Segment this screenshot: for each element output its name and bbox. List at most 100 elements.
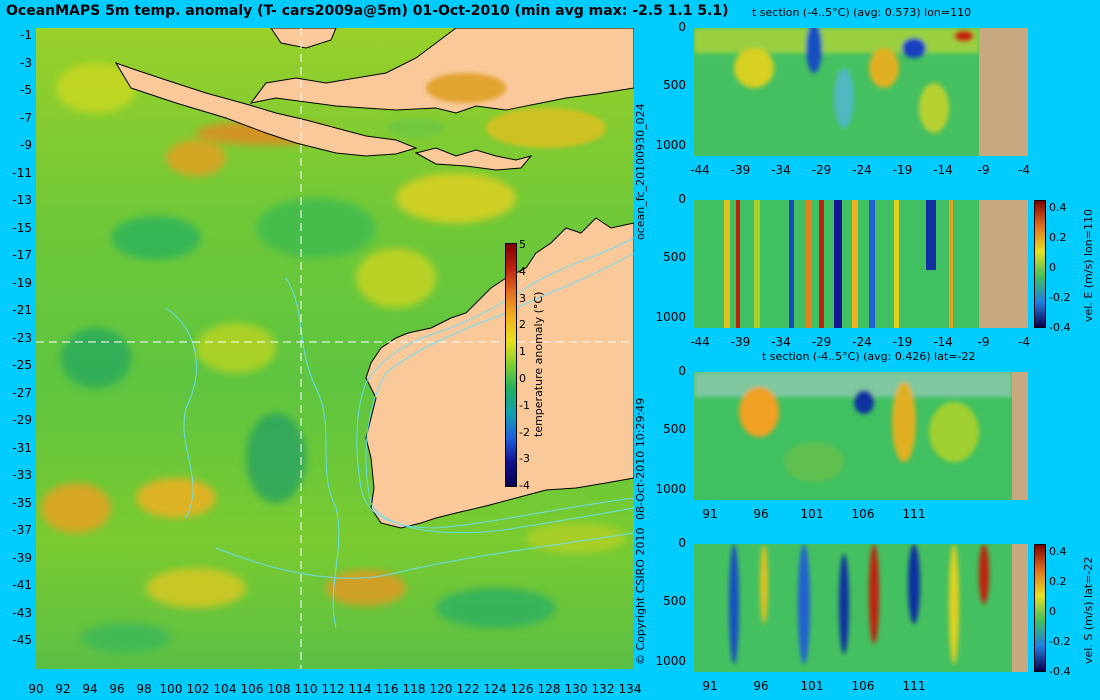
lon-tick: 106 (240, 682, 264, 696)
section-x-tick: 111 (902, 679, 926, 693)
section-x-tick: -24 (852, 335, 872, 349)
lat-tick: -15 (12, 220, 32, 235)
lat-tick: -13 (12, 193, 32, 207)
section-x-tick: -9 (977, 163, 990, 177)
lon-tick: 112 (321, 682, 345, 696)
velocity-colorbar-tick: 0 (1049, 261, 1056, 274)
colorbar-tick: 1 (519, 345, 526, 359)
lat-tick: -25 (12, 358, 32, 372)
velocity-colorbar-tick: 0.2 (1049, 575, 1067, 588)
lon-tick: 104 (213, 682, 237, 696)
copyright-label: © Copyright CSIRO 2010 (634, 527, 647, 665)
section-x-tick: -44 (690, 163, 710, 177)
velocity-colorbar-2 (1034, 544, 1046, 672)
colorbar-tick: 0 (519, 372, 526, 385)
section-depth-tick: 1000 (655, 310, 686, 324)
lon-tick: 98 (136, 682, 152, 696)
section-x-tick: 111 (902, 507, 926, 521)
lon-tick: 94 (82, 682, 98, 696)
panel3-title: t section (-4..5°C) (avg: 0.426) lat=-22 (762, 350, 976, 363)
lat-tick: -35 (12, 495, 32, 510)
section-depth-tick: 500 (663, 594, 686, 608)
lon-tick: 116 (375, 682, 399, 696)
section-x-tick: -34 (771, 335, 791, 349)
velocity-colorbar-tick: 0.4 (1049, 545, 1067, 558)
velocity-colorbar-1 (1034, 200, 1046, 328)
lon-tick: 100 (159, 682, 183, 696)
colorbar-tick: -4 (519, 479, 530, 493)
lon-tick: 120 (429, 682, 453, 696)
temperature-colorbar (505, 243, 517, 487)
panel1-title: t section (-4..5°C) (avg: 0.573) lon=110 (752, 6, 972, 19)
lat-tick: -27 (12, 385, 32, 400)
section-x-tick: 101 (800, 507, 824, 521)
lat-tick: -1 (20, 28, 32, 42)
velocity-colorbar-tick: -0.4 (1049, 321, 1071, 334)
section-x-tick: 91 (702, 679, 718, 693)
section-x-tick: -19 (892, 335, 913, 349)
lat-tick: -9 (20, 138, 32, 152)
anomaly-map (36, 28, 634, 669)
colorbar-tick: 4 (519, 264, 526, 278)
lon-tick: 124 (483, 682, 507, 696)
section-x-tick: -14 (933, 163, 953, 177)
section-x-tick: -34 (771, 163, 791, 177)
lat-tick: -31 (12, 440, 32, 455)
lat-tick: -11 (12, 165, 32, 180)
section-x-tick: 106 (851, 679, 875, 693)
lon-tick: 92 (55, 682, 71, 696)
section-depth-tick: 500 (663, 78, 686, 92)
section-x-tick: 101 (800, 679, 824, 693)
lat-tick: -19 (12, 275, 32, 290)
section-depth-tick: 1000 (655, 654, 686, 668)
section-x-tick: -24 (852, 163, 872, 177)
velocity-colorbar-tick: -0.2 (1049, 635, 1071, 648)
velocity-colorbar-tick: -0.4 (1049, 665, 1071, 678)
velocity-colorbar-tick: 0.2 (1049, 231, 1067, 244)
lat-tick: -3 (20, 55, 32, 70)
section-depth-tick: 0 (678, 536, 686, 550)
panel3-section (694, 372, 1028, 500)
velocity-label-1: vel. E (m/s) lon=110 (1082, 209, 1095, 322)
section-depth-tick: 500 (663, 250, 686, 264)
lat-tick: -29 (12, 413, 32, 427)
section-x-tick: -29 (811, 335, 832, 349)
lon-tick: 134 (618, 682, 642, 696)
lat-tick: -23 (12, 330, 32, 345)
section-x-tick: -4 (1018, 163, 1030, 177)
lon-tick: 114 (348, 682, 372, 696)
section-x-tick: -9 (977, 335, 990, 349)
lon-tick: 110 (294, 682, 318, 696)
timestamp-label: 08-Oct-2010 10:29:49 (634, 397, 647, 520)
lat-tick: -39 (12, 550, 32, 565)
colorbar-tick: -3 (519, 452, 530, 466)
section-x-tick: -14 (933, 335, 953, 349)
lat-tick: -17 (12, 248, 32, 262)
section-x-tick: 96 (753, 507, 769, 521)
velocity-colorbar-tick: -0.2 (1049, 291, 1071, 304)
section-depth-tick: 0 (678, 364, 686, 378)
lon-tick: 90 (28, 682, 44, 696)
lat-tick: -41 (12, 578, 32, 592)
lon-tick: 108 (267, 682, 291, 696)
lon-tick: 126 (510, 682, 534, 696)
lat-tick: -7 (20, 110, 32, 125)
colorbar-tick: 5 (519, 238, 526, 251)
lon-tick: 118 (402, 682, 426, 696)
lon-tick: 122 (456, 682, 480, 696)
panel4-section (694, 544, 1028, 672)
colorbar-tick: 2 (519, 318, 526, 332)
section-x-tick: -44 (690, 335, 710, 349)
section-depth-tick: 1000 (655, 138, 686, 152)
lon-tick: 130 (564, 682, 588, 696)
lon-tick: 132 (591, 682, 615, 696)
lon-tick: 96 (109, 682, 125, 696)
lat-tick: -45 (12, 633, 32, 647)
section-depth-tick: 1000 (655, 482, 686, 496)
lat-tick: -33 (12, 468, 32, 482)
velocity-colorbar-tick: 0 (1049, 605, 1056, 618)
section-x-tick: -4 (1018, 335, 1030, 349)
section-x-tick: -19 (892, 163, 913, 177)
section-x-tick: 91 (702, 507, 718, 521)
colorbar-label: temperature anomaly (°C) (532, 291, 545, 437)
